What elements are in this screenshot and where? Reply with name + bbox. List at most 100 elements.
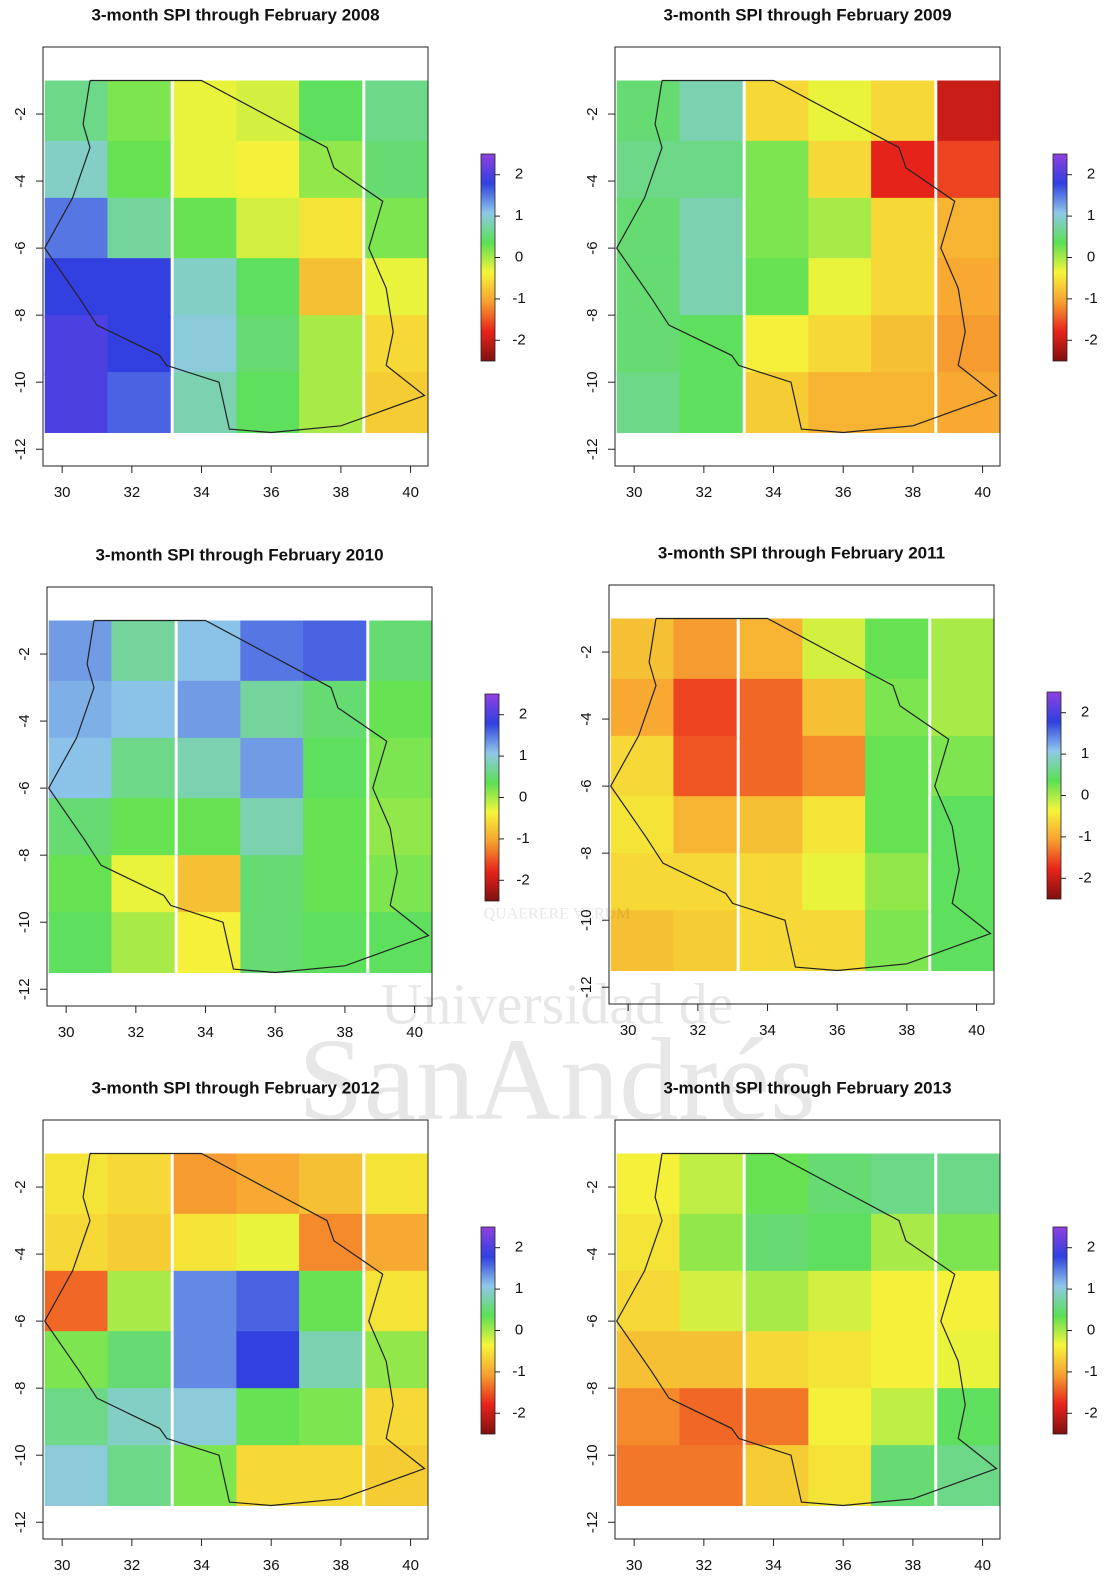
heat-cell [679, 1213, 743, 1275]
heat-cell [616, 315, 680, 376]
colorbar-tick-label: -1 [512, 290, 525, 307]
heat-cell [177, 855, 241, 916]
colorbar-tick-label: 1 [515, 1280, 523, 1297]
country-outline [609, 617, 992, 972]
heat-cell [745, 258, 809, 320]
x-tick-label: 32 [124, 484, 141, 501]
y-tick-label: -10 [578, 909, 595, 931]
colorbar-tick-label: -2 [512, 331, 525, 348]
heat-cell [865, 678, 929, 740]
map-panel: 3-month SPI through February 2012 30 32 34 3… [12, 1078, 526, 1573]
heat-cell [610, 796, 674, 858]
heat-cell [48, 737, 112, 799]
heat-cell [173, 1270, 237, 1332]
heat-cell [745, 1213, 809, 1275]
heat-cell [679, 197, 743, 259]
heat-cell [173, 1388, 237, 1449]
heat-cell [937, 372, 1001, 433]
colorbar-tick-label: 2 [515, 166, 523, 183]
y-tick-label: -6 [578, 779, 595, 792]
heat-cell [173, 1153, 237, 1215]
heat-cell [303, 737, 367, 799]
x-tick-label: 38 [899, 1022, 916, 1039]
heat-cell [44, 258, 108, 320]
heat-cell [673, 735, 737, 797]
heat-cell [739, 796, 803, 858]
heat-cell [173, 140, 237, 202]
heat-cell [865, 618, 929, 680]
x-tick-label: 34 [197, 1024, 214, 1041]
heat-cell [808, 1213, 872, 1275]
heat-cell [937, 1270, 1001, 1332]
panel-title: 3-month SPI through February 2013 [663, 1078, 951, 1097]
heat-cell [808, 1388, 872, 1449]
heat-cell [937, 1331, 1001, 1393]
x-tick-label: 36 [829, 1022, 846, 1039]
heat-cell [937, 80, 1001, 142]
x-tick-label: 40 [406, 1024, 423, 1041]
panel-title: 3-month SPI through February 2010 [95, 545, 383, 564]
heat-cell [802, 735, 866, 797]
y-tick-label: -2 [12, 107, 29, 120]
heat-cell [745, 1445, 809, 1506]
heat-cell [299, 372, 363, 433]
heat-cell [303, 620, 367, 682]
colorbar-tick-label: -2 [1084, 331, 1097, 348]
y-tick-label: -6 [12, 241, 29, 254]
heat-cell [745, 140, 809, 202]
y-tick-label: -12 [584, 438, 601, 460]
y-tick-label: -12 [12, 1511, 29, 1533]
colorbar [1052, 153, 1068, 362]
colorbar-tick-label: -1 [512, 1363, 525, 1380]
x-tick-label: 40 [402, 1557, 419, 1574]
heat-cell [107, 1445, 171, 1506]
heat-cell [107, 1213, 171, 1275]
heat-cell [679, 1331, 743, 1393]
map-panel: 3-month SPI through February 2008 30 32 34 3… [12, 5, 526, 500]
heat-cell [299, 1445, 363, 1506]
colorbar-tick-label: 1 [1087, 207, 1095, 224]
heat-cell [303, 798, 367, 860]
heat-cell [616, 1213, 680, 1275]
x-tick-label: 30 [626, 1557, 643, 1574]
y-tick-label: -10 [12, 371, 29, 393]
heat-cell [865, 853, 929, 914]
heat-cell [679, 258, 743, 320]
heat-cell [299, 1153, 363, 1215]
heat-cell [679, 1153, 743, 1215]
map-panel: 3-month SPI through February 2013 30 32 34 3… [584, 1078, 1098, 1573]
country-outline [43, 79, 426, 434]
heat-cell [745, 197, 809, 259]
heat-cell [937, 197, 1001, 259]
heat-cell [931, 910, 995, 971]
x-tick-label: 32 [124, 1557, 141, 1574]
heat-cell [616, 1388, 680, 1449]
heat-cell [44, 315, 108, 376]
heat-cell [802, 678, 866, 740]
plot-frame [42, 46, 429, 467]
heat-cell [937, 1388, 1001, 1449]
heat-cell [616, 372, 680, 433]
heat-cell [865, 910, 929, 971]
y-tick-label: -12 [12, 438, 29, 460]
heat-cell [931, 735, 995, 797]
heat-cell [871, 1270, 935, 1332]
heat-cell [808, 1153, 872, 1215]
heat-cell [173, 1213, 237, 1275]
x-tick-label: 30 [620, 1022, 637, 1039]
heat-cell [173, 258, 237, 320]
heat-cell [937, 1153, 1001, 1215]
heat-cell [808, 197, 872, 259]
x-tick-label: 38 [333, 1557, 350, 1574]
heat-cell [240, 855, 304, 916]
colorbar-tick-label: 0 [1087, 1321, 1095, 1338]
heat-cell [48, 855, 112, 916]
heat-cell [107, 1331, 171, 1393]
heat-cell [299, 258, 363, 320]
colorbar-tick-label: -2 [1078, 869, 1091, 886]
x-tick-label: 36 [835, 484, 852, 501]
y-tick-label: -4 [584, 1247, 601, 1260]
y-tick-label: -10 [584, 1444, 601, 1466]
heat-cell [365, 258, 429, 320]
